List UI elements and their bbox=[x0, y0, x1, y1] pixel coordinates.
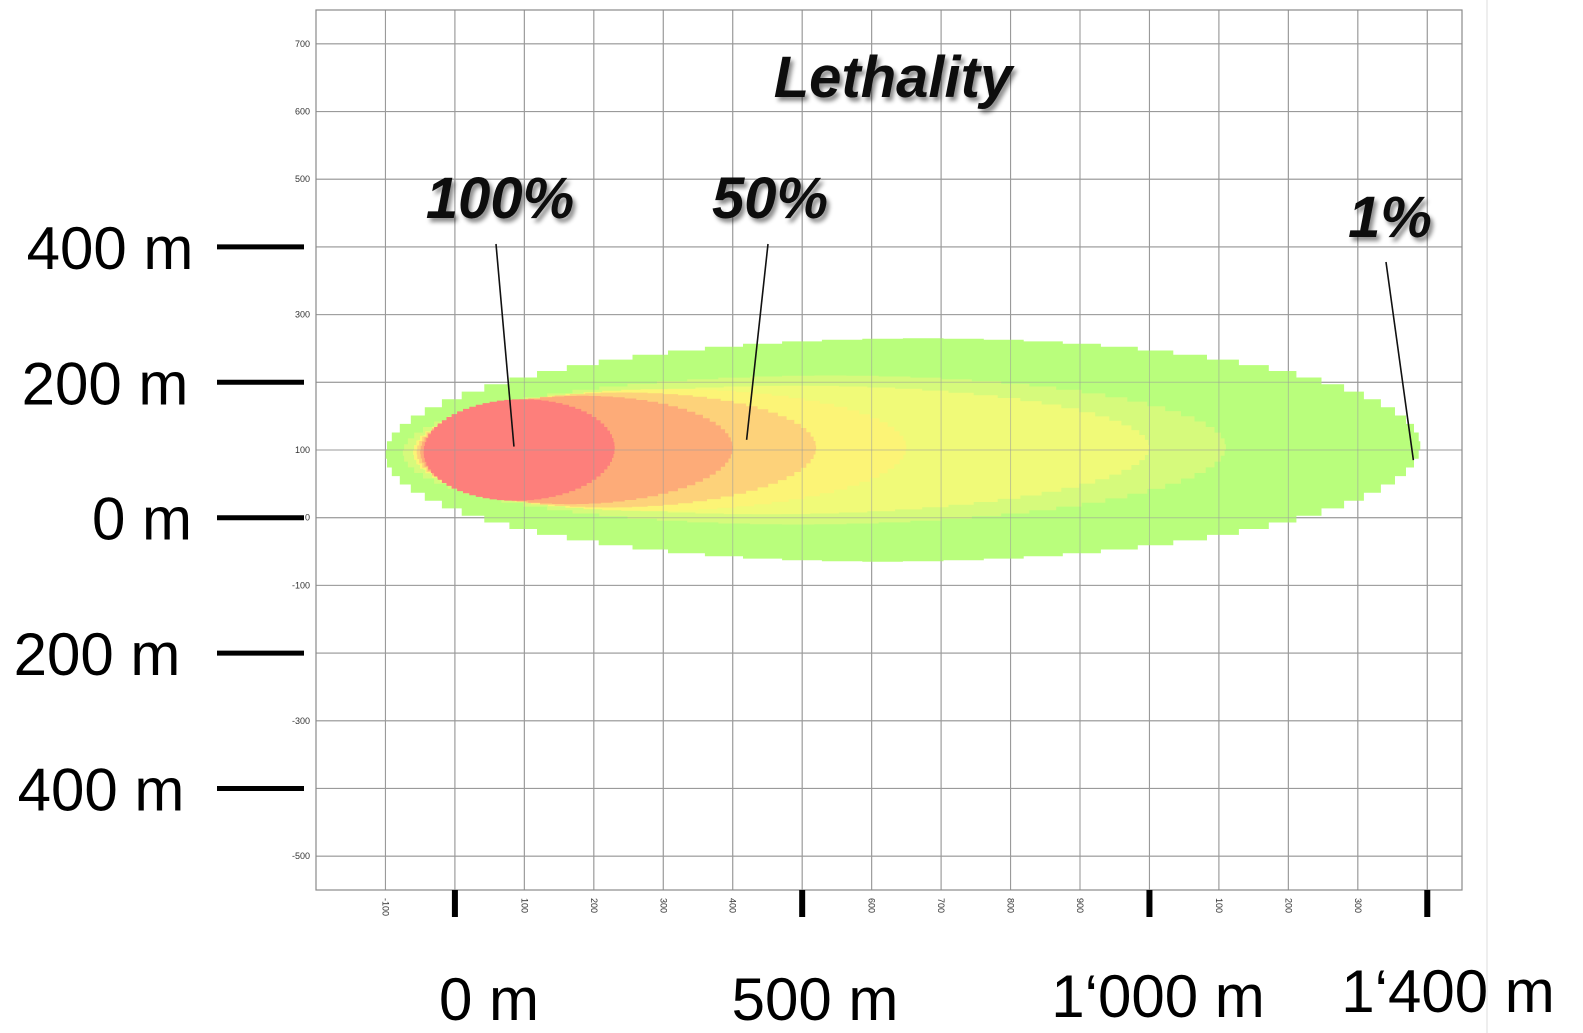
x-tick-label: -100 bbox=[380, 898, 390, 916]
distance-label-x: 0 m bbox=[439, 966, 539, 1033]
chart-title: Lethality bbox=[774, 45, 1015, 110]
distance-label-y: 400 m bbox=[18, 756, 185, 823]
annotation-leader bbox=[1385, 261, 1415, 461]
y-tick-label: 100 bbox=[295, 445, 310, 455]
y-tick-label: 300 bbox=[295, 310, 310, 320]
slide-edge bbox=[1486, 0, 1488, 1033]
x-tick-label: 200 bbox=[1283, 898, 1293, 913]
distance-label-x: 1‘000 m bbox=[1051, 963, 1264, 1030]
y-tick-label: -100 bbox=[292, 580, 310, 590]
annotation-leader bbox=[495, 243, 515, 447]
annotation-label: 100% bbox=[426, 166, 574, 231]
y-tick-label: 500 bbox=[295, 174, 310, 184]
y-tick-label: 0 bbox=[305, 513, 310, 523]
x-tick-label: 100 bbox=[1214, 898, 1224, 913]
x-tick-label: 900 bbox=[1075, 898, 1085, 913]
x-tick-label: 100 bbox=[519, 898, 529, 913]
distance-label-y: 0 m bbox=[92, 486, 192, 553]
distance-label-y: 200 m bbox=[22, 350, 189, 417]
y-tick-label: 600 bbox=[295, 107, 310, 117]
y-tick-label: 700 bbox=[295, 39, 310, 49]
lethality-zones bbox=[316, 10, 1462, 890]
y-tick-label: -500 bbox=[292, 851, 310, 861]
x-tick-label: 800 bbox=[1006, 898, 1016, 913]
x-tick-label: 400 bbox=[728, 898, 738, 913]
annotation-label: 1% bbox=[1348, 185, 1432, 250]
annotation-leader bbox=[745, 243, 769, 440]
distance-label-x: 1‘400 m bbox=[1341, 958, 1554, 1025]
x-tick-label: 300 bbox=[1353, 898, 1363, 913]
distance-overlay: 400 m 200 m 0 m 200 m 400 m 0 m 500 m 1‘000 m 1‘… bbox=[14, 215, 1555, 1033]
x-tick-label: 300 bbox=[658, 898, 668, 913]
distance-label-x: 500 m bbox=[732, 966, 899, 1033]
y-tick-label: -300 bbox=[292, 716, 310, 726]
distance-label-y: 400 m bbox=[27, 215, 194, 282]
tick-labels: 700 600 500 300 100 0 -100 -300 -500 -100 100 200 30… bbox=[292, 39, 1363, 916]
x-tick-label: 700 bbox=[936, 898, 946, 913]
plot-frame bbox=[315, 9, 1463, 891]
level-annotations: 100% 50% 1% bbox=[426, 166, 1432, 461]
distance-label-y: 200 m bbox=[14, 621, 181, 688]
x-tick-label: 600 bbox=[867, 898, 877, 913]
x-tick-label: 200 bbox=[589, 898, 599, 913]
annotation-label: 50% bbox=[712, 166, 828, 231]
